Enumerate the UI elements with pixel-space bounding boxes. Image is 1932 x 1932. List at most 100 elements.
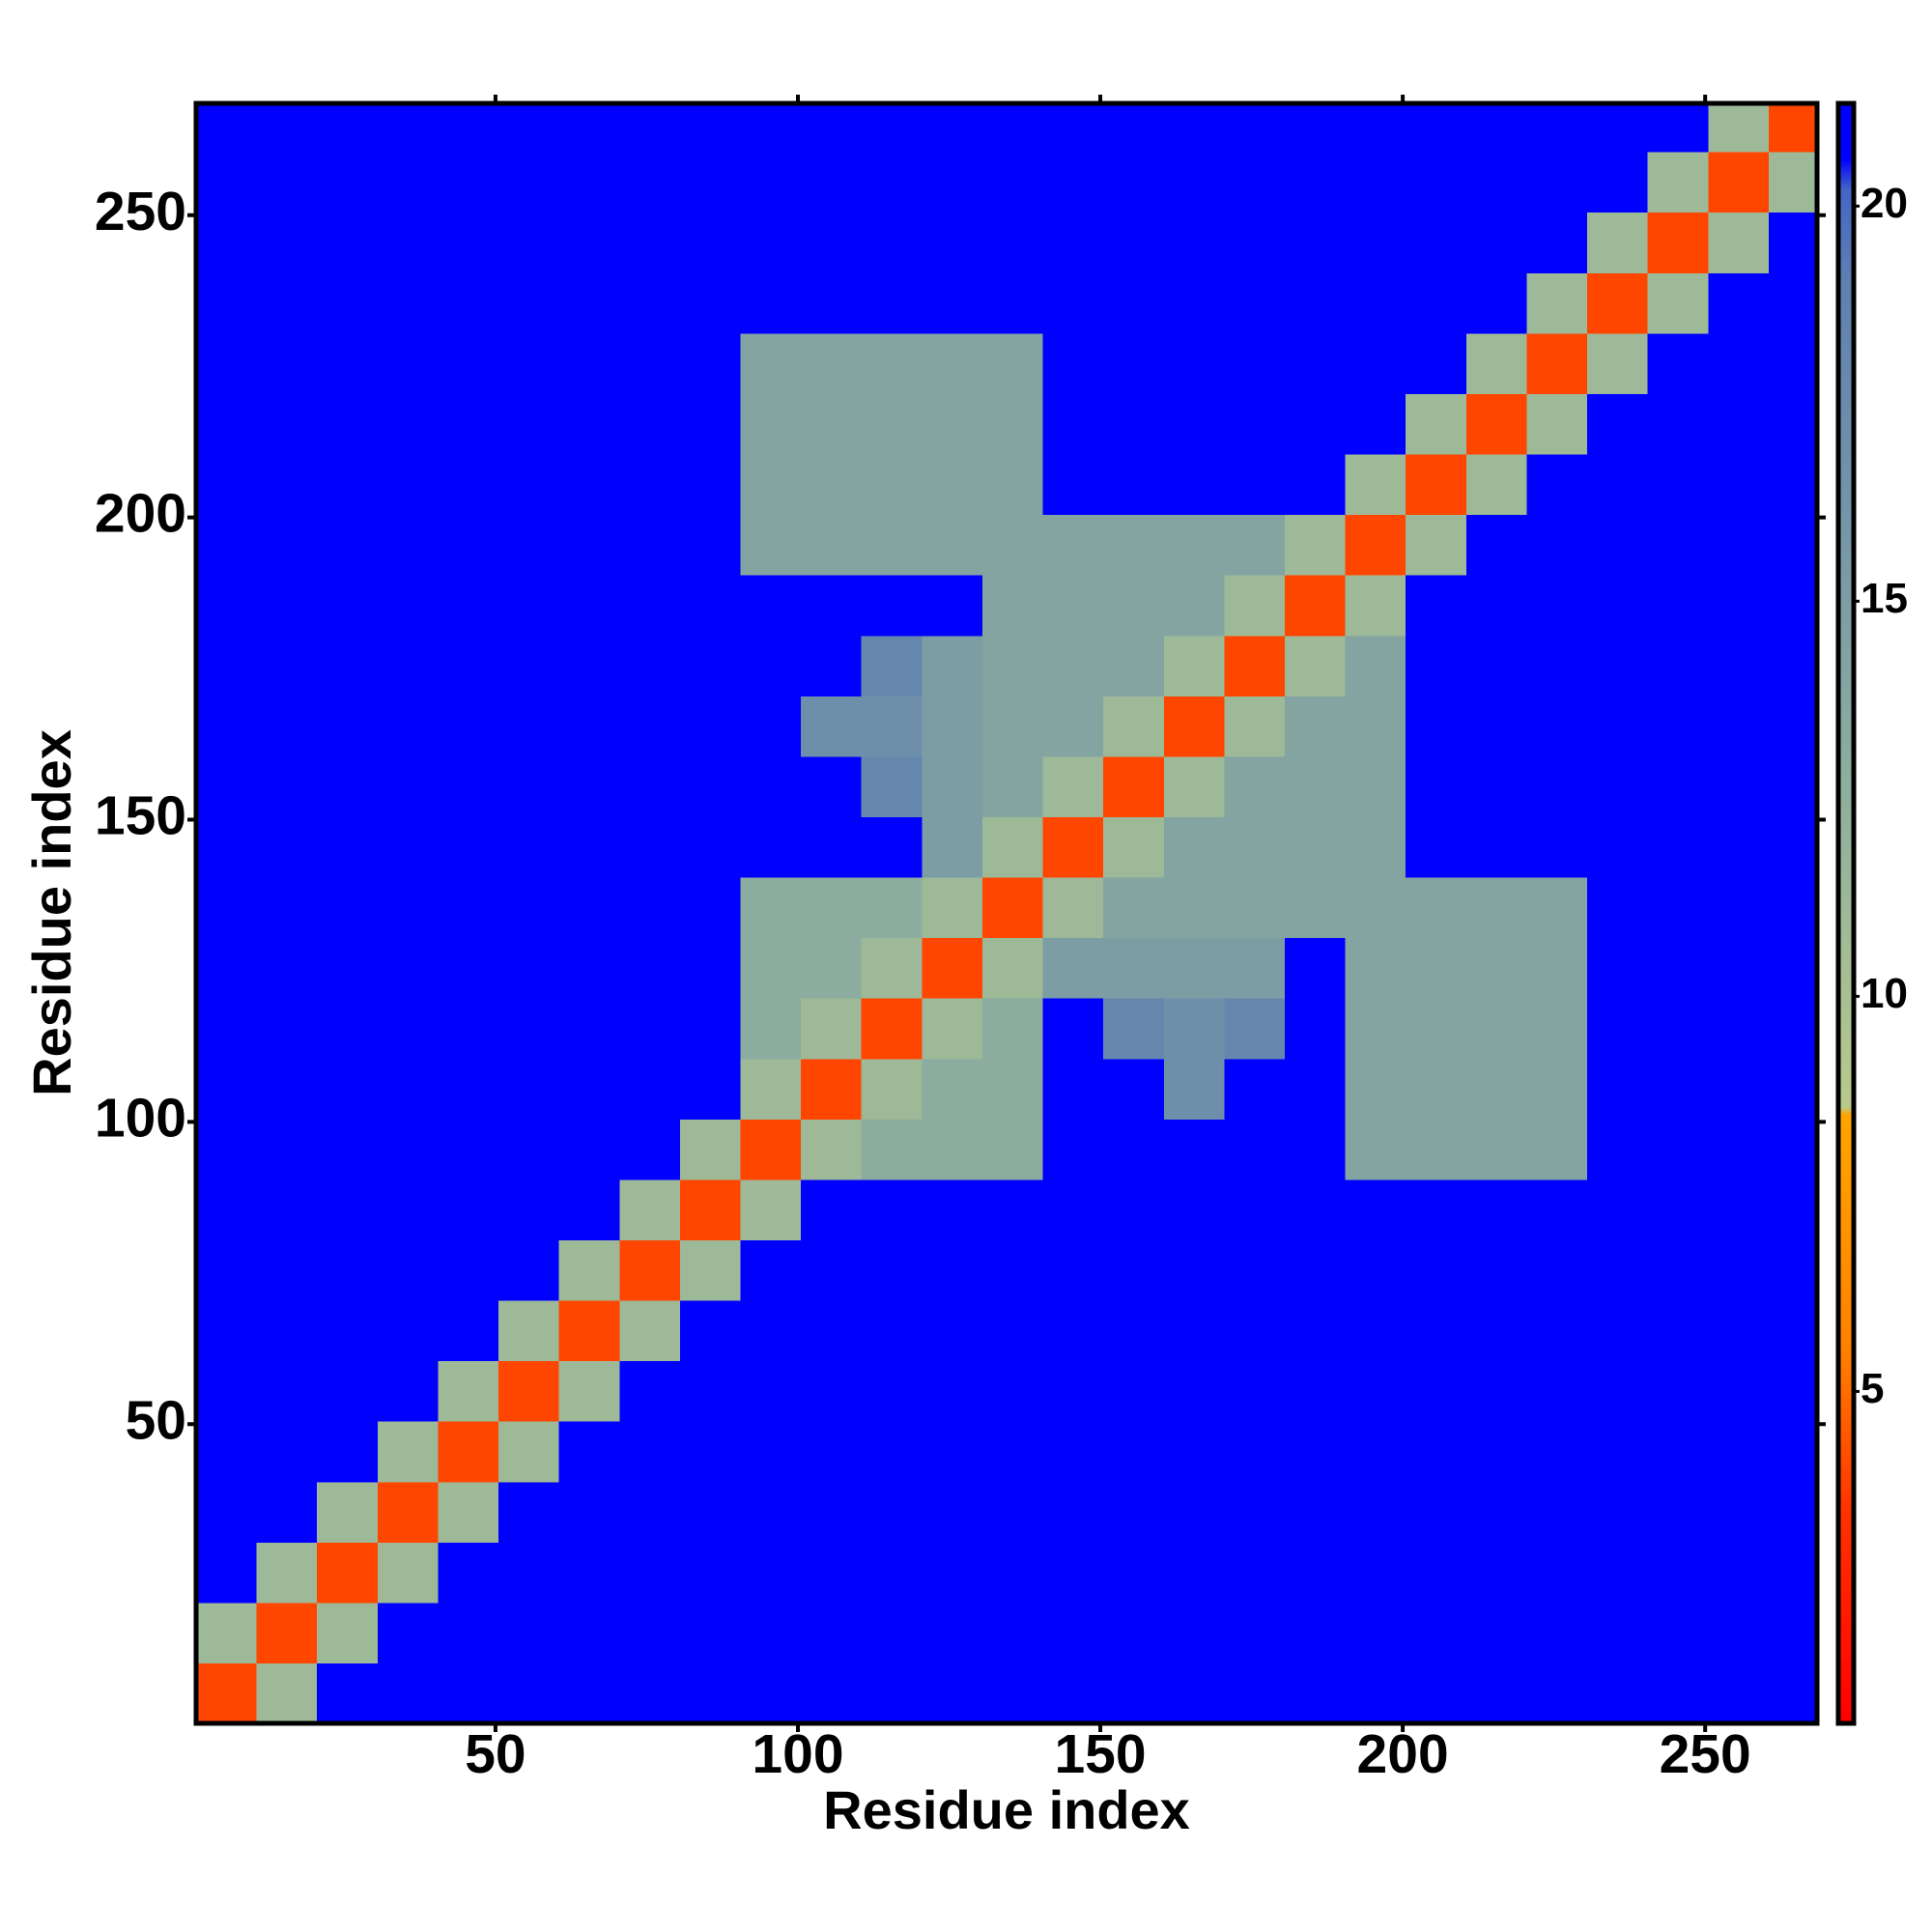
heatmap-cell <box>1103 998 1165 1060</box>
heatmap-cell <box>558 1360 620 1422</box>
heatmap-cell <box>1406 453 1467 516</box>
heatmap-cell <box>1285 453 1347 516</box>
heatmap-cell <box>1103 1239 1165 1301</box>
heatmap-cell <box>679 272 742 334</box>
heatmap-cell <box>679 575 742 637</box>
heatmap-cell <box>679 514 742 576</box>
heatmap-cell <box>558 755 620 817</box>
heatmap-cell <box>801 1299 863 1362</box>
heatmap-cell <box>1163 1299 1226 1362</box>
heatmap-cell <box>679 103 742 153</box>
heatmap-cell <box>1708 1360 1770 1422</box>
heatmap-cell <box>801 332 863 394</box>
x-axis-title: Residue index <box>823 1779 1190 1840</box>
heatmap-cell <box>1647 575 1709 637</box>
heatmap-cell <box>861 1119 923 1180</box>
heatmap-cell <box>1708 1119 1770 1180</box>
heatmap-cell <box>1768 1119 1818 1180</box>
heatmap-cell <box>1224 453 1286 516</box>
y-tick-label: 250 <box>95 181 186 242</box>
heatmap-cell <box>740 1299 802 1362</box>
heatmap-cell <box>377 1481 440 1543</box>
heatmap-cell <box>740 152 802 213</box>
heatmap-cell <box>1224 1239 1286 1301</box>
heatmap-cell <box>801 696 863 757</box>
colorbar-tick-label: 20 <box>1861 180 1908 227</box>
heatmap-cell <box>1768 816 1818 878</box>
heatmap-cell <box>679 1058 742 1120</box>
heatmap-cell <box>981 635 1044 696</box>
heatmap-cell <box>377 1542 440 1604</box>
heatmap-cell <box>981 816 1044 878</box>
heatmap-cell <box>861 212 923 273</box>
heatmap-cell <box>1587 937 1649 999</box>
heatmap-cell <box>1042 755 1104 817</box>
heatmap-cell <box>679 332 742 394</box>
heatmap-cell <box>679 1662 742 1724</box>
heatmap-cell <box>317 272 379 334</box>
heatmap-cell <box>981 514 1044 576</box>
heatmap-cell <box>619 103 681 153</box>
heatmap-cell <box>1103 1542 1165 1604</box>
heatmap-cell <box>1224 1421 1286 1483</box>
heatmap-cell <box>981 1481 1044 1543</box>
heatmap-cell <box>1103 1481 1165 1543</box>
heatmap-cell <box>1345 453 1406 516</box>
heatmap-cell <box>1647 635 1709 696</box>
heatmap-cell <box>861 1239 923 1301</box>
heatmap-cell <box>438 1421 499 1483</box>
heatmap-cell <box>1768 103 1818 153</box>
heatmap-cell <box>1647 1299 1709 1362</box>
heatmap-cell <box>1285 1299 1347 1362</box>
heatmap-cell <box>498 816 560 878</box>
heatmap-cell <box>740 635 802 696</box>
heatmap-cell <box>679 635 742 696</box>
heatmap-cell <box>1526 393 1588 455</box>
heatmap-cell <box>317 816 379 878</box>
heatmap-cell <box>801 514 863 576</box>
heatmap-cell <box>981 696 1044 757</box>
heatmap-cell <box>256 1360 318 1422</box>
heatmap-cell <box>1526 514 1588 576</box>
heatmap-cell <box>922 1119 983 1180</box>
heatmap-cell <box>619 1602 681 1664</box>
heatmap-cell <box>1285 212 1347 273</box>
heatmap-cell <box>740 332 802 394</box>
heatmap-cell <box>1042 816 1104 878</box>
heatmap-cell <box>1345 937 1406 999</box>
heatmap-cell <box>1285 1058 1347 1120</box>
heatmap-cell <box>1042 998 1104 1060</box>
heatmap-cell <box>1285 696 1347 757</box>
heatmap-cell <box>1224 1058 1286 1120</box>
heatmap-cell <box>377 1299 440 1362</box>
heatmap-cell <box>256 937 318 999</box>
heatmap-cell <box>558 998 620 1060</box>
heatmap-cell <box>801 393 863 455</box>
heatmap-cell <box>1587 635 1649 696</box>
heatmap-cell <box>861 1542 923 1604</box>
heatmap-cell <box>377 575 440 637</box>
heatmap-cell <box>1587 1299 1649 1362</box>
heatmap-cell <box>922 1602 983 1664</box>
heatmap-cell <box>1224 1662 1286 1724</box>
heatmap-cell <box>1708 696 1770 757</box>
heatmap-cell <box>981 1299 1044 1362</box>
heatmap-cell <box>1526 696 1588 757</box>
heatmap-cell <box>1345 1239 1406 1301</box>
heatmap-cell <box>981 1058 1044 1120</box>
heatmap-cell <box>558 1058 620 1120</box>
heatmap-cell <box>1103 152 1165 213</box>
heatmap-cell <box>740 212 802 273</box>
heatmap-cell <box>1647 272 1709 334</box>
heatmap-cell <box>498 514 560 576</box>
heatmap-cell <box>196 1179 258 1241</box>
heatmap-cell <box>1042 1299 1104 1362</box>
heatmap-cell <box>196 755 258 817</box>
heatmap-cell <box>1103 1179 1165 1241</box>
heatmap-cell <box>1406 1542 1467 1604</box>
x-tick-label: 50 <box>465 1723 526 1785</box>
heatmap-cell <box>679 1421 742 1483</box>
heatmap-cell <box>1042 212 1104 273</box>
heatmap-cell <box>1224 1542 1286 1604</box>
heatmap-cell <box>1647 103 1709 153</box>
